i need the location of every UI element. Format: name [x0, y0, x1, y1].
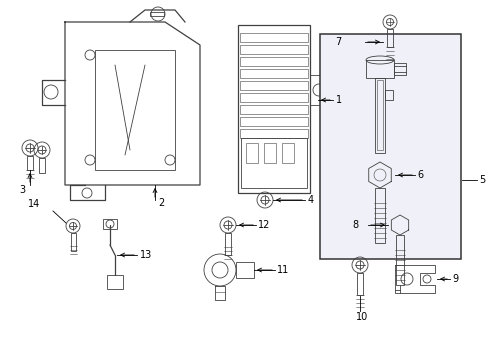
Text: 14: 14 — [28, 199, 40, 209]
Bar — [240, 33, 307, 42]
Bar — [356, 273, 362, 295]
Text: 9: 9 — [451, 274, 457, 284]
Bar — [376, 80, 382, 150]
Bar — [393, 63, 405, 75]
Bar — [103, 219, 117, 229]
Text: 7: 7 — [334, 37, 341, 47]
Text: 3: 3 — [19, 185, 25, 195]
Bar — [309, 75, 327, 105]
Bar — [39, 158, 45, 173]
Text: 2: 2 — [158, 198, 164, 208]
Text: 10: 10 — [355, 312, 367, 322]
Text: 12: 12 — [258, 220, 270, 230]
Text: 6: 6 — [416, 170, 422, 180]
Bar — [241, 138, 306, 188]
Text: 8: 8 — [351, 220, 357, 230]
Bar — [395, 235, 403, 285]
Bar — [224, 233, 230, 255]
Bar — [374, 188, 384, 243]
Text: 5: 5 — [478, 175, 484, 185]
Bar — [240, 93, 307, 102]
Bar — [150, 12, 163, 16]
Bar — [238, 25, 309, 193]
Bar — [240, 117, 307, 126]
Bar — [240, 57, 307, 66]
Text: 1: 1 — [335, 95, 342, 105]
Bar — [282, 143, 293, 163]
Bar — [107, 275, 123, 289]
Bar — [236, 262, 253, 278]
Bar — [386, 29, 392, 47]
Bar — [374, 78, 384, 153]
Text: 13: 13 — [140, 250, 152, 260]
Bar — [240, 81, 307, 90]
Bar — [240, 129, 307, 138]
Bar — [27, 156, 33, 170]
Bar — [245, 143, 258, 163]
Bar — [384, 90, 392, 100]
Text: 4: 4 — [307, 195, 313, 205]
Bar — [365, 60, 393, 78]
Bar — [319, 34, 460, 259]
Bar — [240, 45, 307, 54]
Bar — [240, 105, 307, 114]
Bar — [240, 69, 307, 78]
Bar — [264, 143, 275, 163]
Bar — [70, 233, 75, 251]
Text: 11: 11 — [276, 265, 289, 275]
Bar — [95, 50, 175, 170]
